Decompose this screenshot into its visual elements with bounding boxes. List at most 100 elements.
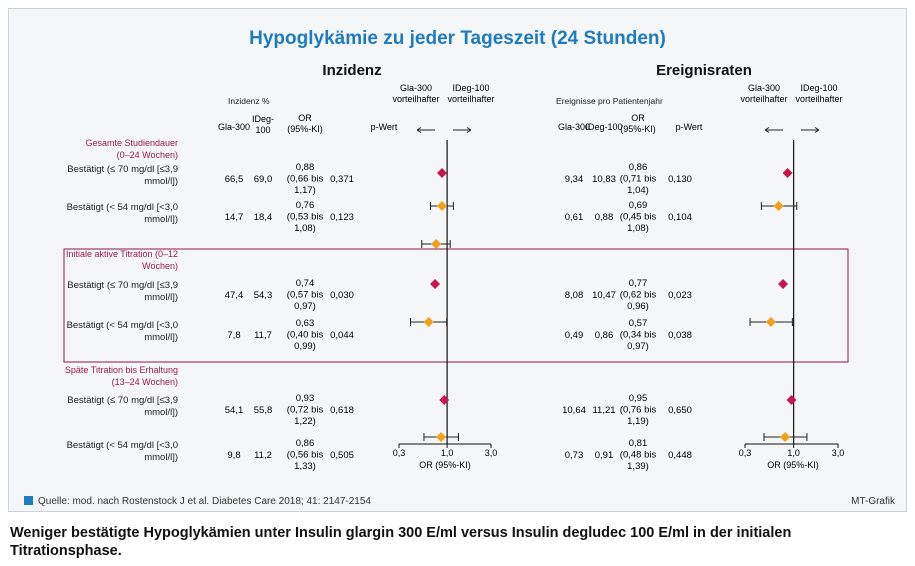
x-tick-label: 3,0 (832, 448, 845, 458)
value-or: 1,33) (294, 461, 316, 472)
x-tick-label: 1,0 (441, 448, 454, 458)
footer-source: Quelle: mod. nach Rostenstock J et al. D… (38, 496, 371, 507)
value-or: 1,19) (627, 416, 649, 427)
source-marker (24, 496, 33, 505)
x-axis-label: OR (95%-KI) (419, 460, 471, 470)
value-gla: 0,61 (565, 212, 584, 223)
row-label: mmol/l]) (144, 407, 178, 418)
favors-left-label: vorteilhafter (740, 94, 787, 104)
row-estimate-marker (436, 432, 447, 442)
value-or: 0,86 (296, 438, 315, 449)
value-or: 0,81 (629, 438, 648, 449)
value-ideg: 11,2 (254, 450, 272, 461)
footer-credit: MT-Grafik (851, 496, 895, 507)
x-tick-label: 0,3 (739, 448, 752, 458)
value-p: 0,448 (668, 450, 692, 461)
value-or: 0,69 (629, 200, 648, 211)
panel-heading: Inzidenz (322, 62, 381, 79)
value-p: 0,618 (330, 405, 354, 416)
row-label: mmol/l]) (144, 176, 178, 187)
overall-estimate-diamond (436, 168, 447, 178)
value-ideg: 10,47 (592, 290, 616, 301)
value-or: (0,48 bis (620, 450, 657, 461)
overall-estimate-diamond (439, 395, 450, 405)
favors-right-label: IDeg-100 (800, 83, 837, 93)
favors-left-arrow (416, 127, 435, 133)
row-estimate-marker (423, 317, 434, 327)
value-ideg: 0,86 (595, 330, 614, 341)
row-label: mmol/l]) (144, 332, 178, 343)
col-header-p: p-Wert (371, 122, 398, 132)
value-or: 0,76 (296, 200, 315, 211)
value-p: 0,371 (330, 174, 354, 185)
group-header: Inzidenz % (228, 96, 270, 106)
row-label: Bestätigt (≤ 70 mg/dl [≤3,9 (67, 164, 178, 175)
value-or: 0,86 (629, 162, 648, 173)
overall-estimate-diamond (786, 395, 797, 405)
value-or: (0,40 bis (287, 330, 324, 341)
col-header-ideg: IDeg-100 (585, 122, 622, 132)
value-gla: 9,34 (565, 174, 584, 185)
value-p: 0,038 (668, 330, 692, 341)
section-label: (13–24 Wochen) (112, 377, 178, 387)
value-or: (0,66 bis (287, 174, 324, 185)
value-ideg: 18,4 (254, 212, 273, 223)
col-header-or: OR (631, 113, 645, 123)
value-gla: 54,1 (225, 405, 244, 416)
row-estimate-marker (765, 317, 776, 327)
value-p: 0,650 (668, 405, 692, 416)
col-header-ideg: 100 (255, 125, 270, 135)
value-gla: 66,5 (225, 174, 244, 185)
value-or: (0,45 bis (620, 212, 657, 223)
row-label: Bestätigt (< 54 mg/dl [<3,0 (67, 202, 178, 213)
value-gla: 10,64 (562, 405, 586, 416)
x-tick-label: 0,3 (393, 448, 406, 458)
section-label: Initiale aktive Titration (0–12 (66, 249, 178, 259)
value-gla: 9,8 (227, 450, 240, 461)
row-label: Bestätigt (< 54 mg/dl [<3,0 (67, 440, 178, 451)
value-or: (0,56 bis (287, 450, 324, 461)
value-p: 0,044 (330, 330, 354, 341)
value-p: 0,505 (330, 450, 354, 461)
col-header-p: p-Wert (676, 122, 703, 132)
favors-left-label: Gla-300 (400, 83, 432, 93)
value-or: 1,08) (627, 223, 649, 234)
value-or: 1,39) (627, 461, 649, 472)
chart-title: Hypoglykämie zu jeder Tageszeit (24 Stun… (249, 28, 666, 49)
row-label: mmol/l]) (144, 292, 178, 303)
favors-left-arrow (764, 127, 783, 133)
overall-estimate-diamond (430, 279, 441, 289)
row-estimate-marker (436, 201, 447, 211)
value-or: 0,88 (296, 162, 315, 173)
x-tick-label: 1,0 (787, 448, 800, 458)
value-or: 1,17) (294, 185, 316, 196)
row-estimate-marker (773, 201, 784, 211)
value-or: (0,71 bis (620, 174, 657, 185)
value-or: (0,53 bis (287, 212, 324, 223)
value-or: 0,97) (294, 301, 316, 312)
x-axis-label: OR (95%-KI) (767, 460, 819, 470)
overall-estimate-diamond (782, 168, 793, 178)
row-label: Bestätigt (≤ 70 mg/dl [≤3,9 (67, 395, 178, 406)
section-label: Gesamte Studiendauer (85, 138, 178, 148)
value-gla: 14,7 (225, 212, 244, 223)
row-label: Bestätigt (≤ 70 mg/dl [≤3,9 (67, 280, 178, 291)
row-label: Bestätigt (< 54 mg/dl [<3,0 (67, 320, 178, 331)
favors-right-arrow (453, 127, 472, 133)
col-header-or: (95%-KI) (287, 124, 323, 134)
favors-right-arrow (801, 127, 820, 133)
value-gla: 0,73 (565, 450, 584, 461)
value-or: (0,34 bis (620, 330, 657, 341)
value-or: 1,04) (627, 185, 649, 196)
value-p: 0,023 (668, 290, 692, 301)
value-ideg: 55,8 (254, 405, 273, 416)
value-ideg: 0,88 (595, 212, 614, 223)
value-or: 0,99) (294, 341, 316, 352)
value-or: 0,96) (627, 301, 649, 312)
value-or: (0,72 bis (287, 405, 324, 416)
col-header-gla: Gla-300 (218, 122, 250, 132)
value-ideg: 11,21 (592, 405, 615, 416)
value-gla: 8,08 (565, 290, 584, 301)
value-ideg: 54,3 (254, 290, 273, 301)
overall-estimate-diamond (778, 279, 789, 289)
